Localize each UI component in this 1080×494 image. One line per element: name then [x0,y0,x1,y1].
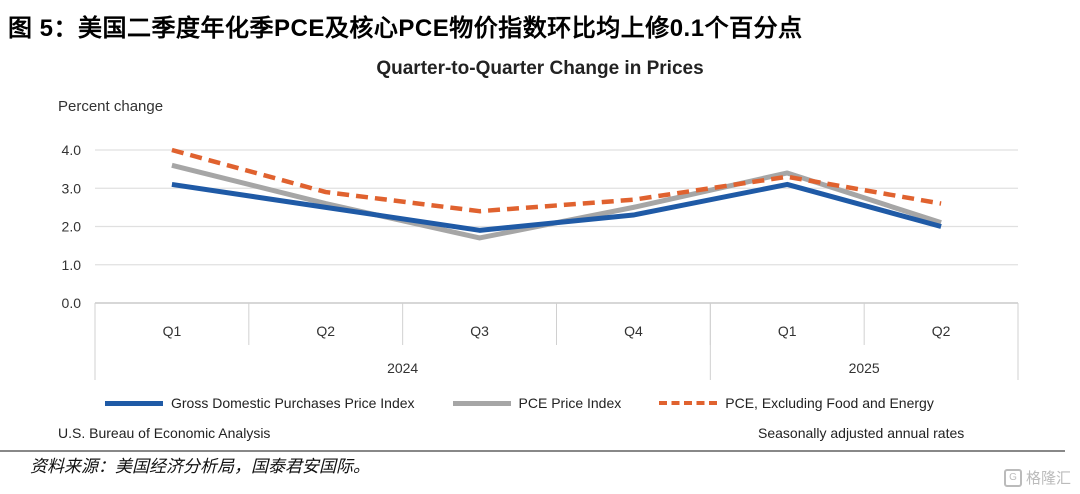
x-tick-label: Q2 [932,323,951,339]
y-tick-label: 4.0 [62,142,82,158]
legend-swatch [105,400,163,406]
watermark-logo-icon: G [1004,468,1022,487]
watermark: G 格隆汇 [1004,467,1071,488]
divider [0,450,1065,452]
legend-swatch [659,401,718,405]
chart-title: Quarter-to-Quarter Change in Prices [376,58,704,79]
x-tick-label: Q2 [316,323,335,339]
series-line-2 [171,147,942,214]
y-tick-label: 0.0 [62,295,82,311]
legend-label: PCE Price Index [518,395,622,411]
year-label: 2024 [387,360,418,376]
legend-item: PCE, Excluding Food and Energy [659,395,934,411]
x-tick-label: Q3 [470,323,489,339]
legend-item: Gross Domestic Purchases Price Index [105,395,415,411]
legend-item: PCE Price Index [452,395,622,411]
data-source-note: U.S. Bureau of Economic Analysis [58,425,271,441]
x-tick-label: Q4 [624,323,643,339]
year-label: 2025 [849,360,880,376]
y-axis-label: Percent change [58,98,164,115]
y-tick-label: 2.0 [62,219,82,235]
rates-note: Seasonally adjusted annual rates [758,425,965,441]
watermark-text: 格隆汇 [1026,470,1072,487]
y-tick-label: 3.0 [62,180,82,196]
source-text: 资料来源：美国经济分析局，国泰君安国际。 [30,457,370,476]
x-tick-label: Q1 [778,323,797,339]
legend-label: Gross Domestic Purchases Price Index [171,395,415,411]
legend-label: PCE, Excluding Food and Energy [725,395,934,411]
x-tick-label: Q1 [163,323,182,339]
figure-title: 图 5：美国二季度年化季PCE及核心PCE物价指数环比均上修0.1个百分点 [8,15,803,42]
legend-swatch [452,400,511,406]
y-tick-label: 1.0 [62,257,82,273]
series-line-0 [171,181,942,233]
legend: Gross Domestic Purchases Price Index PCE … [105,395,972,411]
